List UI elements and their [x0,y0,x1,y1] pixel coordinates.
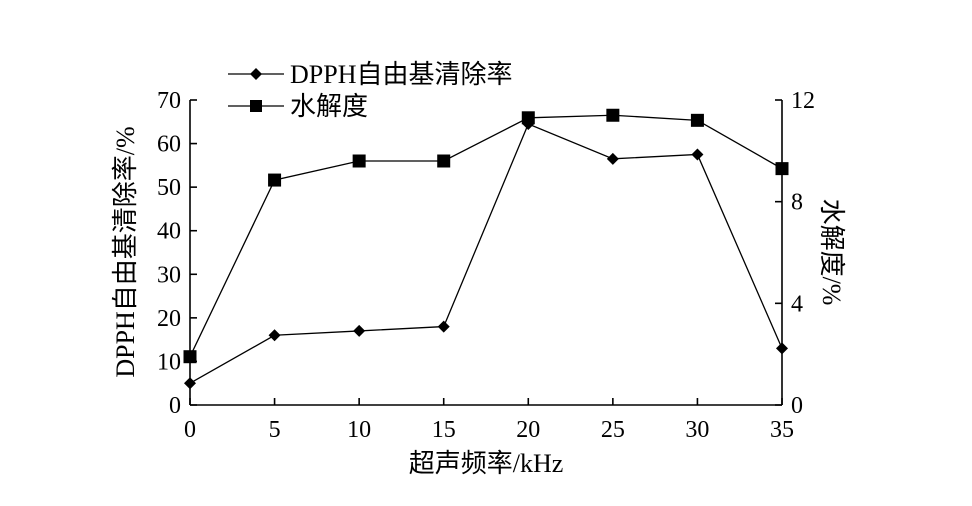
data-point-diamond [437,320,450,333]
x-tick-label: 25 [601,417,625,443]
legend-marker-hydrolysis [250,100,262,112]
legend-item-dpph: DPPH自由基清除率 [228,60,512,89]
x-tick-label: 30 [685,417,709,443]
x-ticks: 0 5 10 15 20 25 30 35 [184,398,794,443]
x-tick-label: 15 [432,417,456,443]
left-y-tick-label: 70 [157,88,181,114]
data-point-diamond [184,377,196,390]
right-y-axis-title: 水解度/% [817,199,846,306]
left-y-tick-label: 20 [157,306,181,332]
axes [189,100,783,406]
series-layer [183,108,789,390]
left-y-tick-label: 30 [157,262,181,288]
series-dpph [184,117,788,390]
data-point-square [775,162,789,176]
right-y-tick-label: 8 [791,190,803,216]
data-point-square [268,173,282,187]
x-axis-title: 超声频率/kHz [409,449,564,478]
x-tick-label: 20 [516,417,540,443]
right-y-tick-label: 0 [791,393,803,419]
right-y-tick-label: 4 [791,291,803,317]
data-point-square [521,111,535,125]
left-y-ticks: 0 10 20 30 40 50 60 70 [157,88,197,419]
legend-label-dpph: DPPH自由基清除率 [290,60,512,89]
x-tick-label: 10 [347,417,371,443]
data-point-square [437,154,451,168]
x-tick-label: 5 [269,417,281,443]
series-hydrolysis [183,108,789,364]
left-y-tick-label: 0 [169,393,181,419]
series-line-hydrolysis [189,114,783,357]
data-point-square [183,350,197,364]
right-y-tick-label: 12 [791,88,815,114]
data-point-diamond [691,148,704,161]
data-point-square [352,154,366,168]
left-y-axis-title: DPPH自由基清除率/% [111,126,140,377]
data-point-diamond [268,329,281,342]
left-y-tick-label: 40 [157,219,181,245]
data-point-square [606,108,620,122]
left-y-tick-label: 50 [157,175,181,201]
left-y-tick-label: 10 [157,349,181,375]
legend-item-hydrolysis: 水解度 [228,92,368,121]
data-point-diamond [353,324,366,337]
data-point-diamond [606,152,619,165]
data-point-diamond [776,342,788,355]
x-tick-label: 35 [770,417,794,443]
series-line-dpph [189,123,783,384]
left-y-tick-label: 60 [157,132,181,158]
legend: DPPH自由基清除率 水解度 [228,60,512,121]
legend-marker-dpph [250,68,262,80]
right-y-ticks: 0 4 8 12 [775,88,815,419]
data-point-square [690,113,704,127]
legend-label-hydrolysis: 水解度 [290,92,368,121]
x-tick-label: 0 [184,417,196,443]
